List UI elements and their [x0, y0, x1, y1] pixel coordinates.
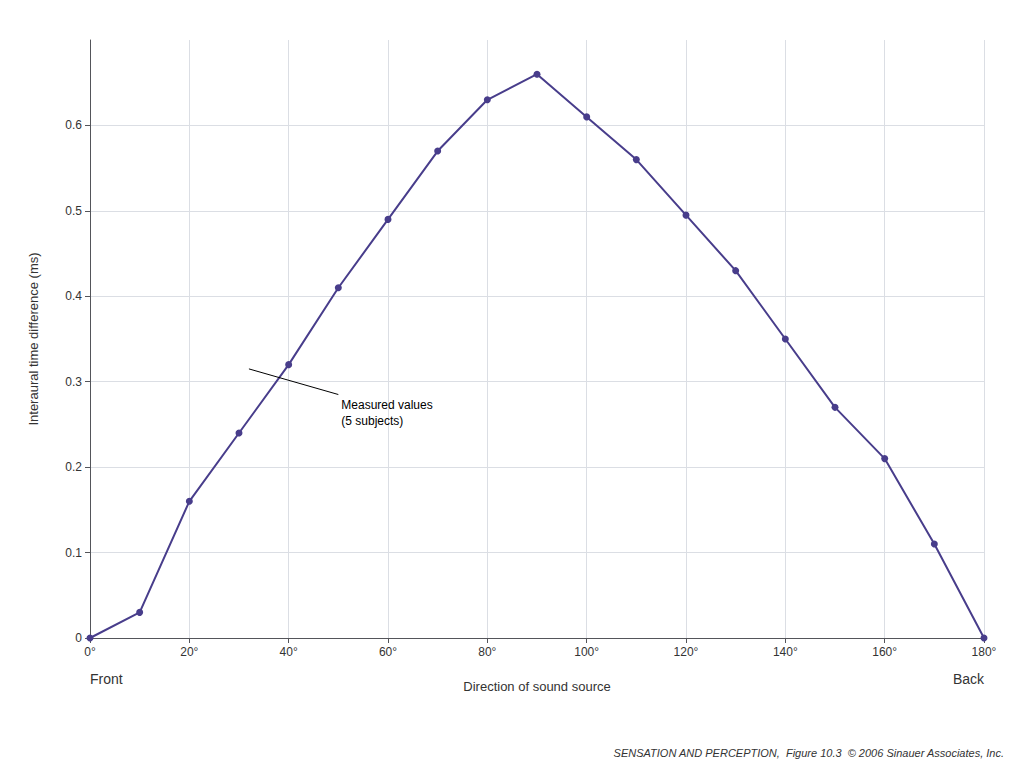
svg-text:Front: Front [90, 671, 123, 687]
svg-text:80°: 80° [478, 645, 496, 659]
svg-text:0.1: 0.1 [65, 546, 82, 560]
svg-text:Interaural time difference (ms: Interaural time difference (ms) [26, 252, 41, 425]
svg-text:40°: 40° [280, 645, 298, 659]
svg-text:(5 subjects): (5 subjects) [341, 414, 403, 428]
svg-text:0: 0 [75, 631, 82, 645]
svg-text:Back: Back [953, 671, 985, 687]
svg-text:120°: 120° [674, 645, 699, 659]
svg-text:0.6: 0.6 [65, 118, 82, 132]
svg-text:Direction of sound source: Direction of sound source [463, 679, 610, 694]
svg-text:180°: 180° [972, 645, 997, 659]
svg-text:140°: 140° [773, 645, 798, 659]
svg-text:0.2: 0.2 [65, 460, 82, 474]
svg-text:0.4: 0.4 [65, 289, 82, 303]
svg-text:0.5: 0.5 [65, 204, 82, 218]
svg-text:100°: 100° [574, 645, 599, 659]
svg-text:0.3: 0.3 [65, 375, 82, 389]
svg-text:Measured values: Measured values [341, 398, 432, 412]
svg-text:60°: 60° [379, 645, 397, 659]
svg-text:SENSATION AND PERCEPTION, Fig: SENSATION AND PERCEPTION, Figure 10.3 © … [614, 747, 1004, 759]
svg-text:0°: 0° [84, 645, 96, 659]
svg-text:160°: 160° [872, 645, 897, 659]
svg-text:20°: 20° [180, 645, 198, 659]
